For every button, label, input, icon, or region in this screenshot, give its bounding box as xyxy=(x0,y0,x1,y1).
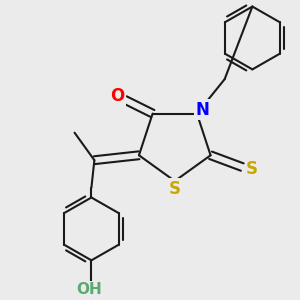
Text: OH: OH xyxy=(76,282,102,297)
Text: S: S xyxy=(169,180,181,198)
Text: S: S xyxy=(246,160,258,178)
Text: O: O xyxy=(110,87,124,105)
Text: N: N xyxy=(196,100,210,118)
